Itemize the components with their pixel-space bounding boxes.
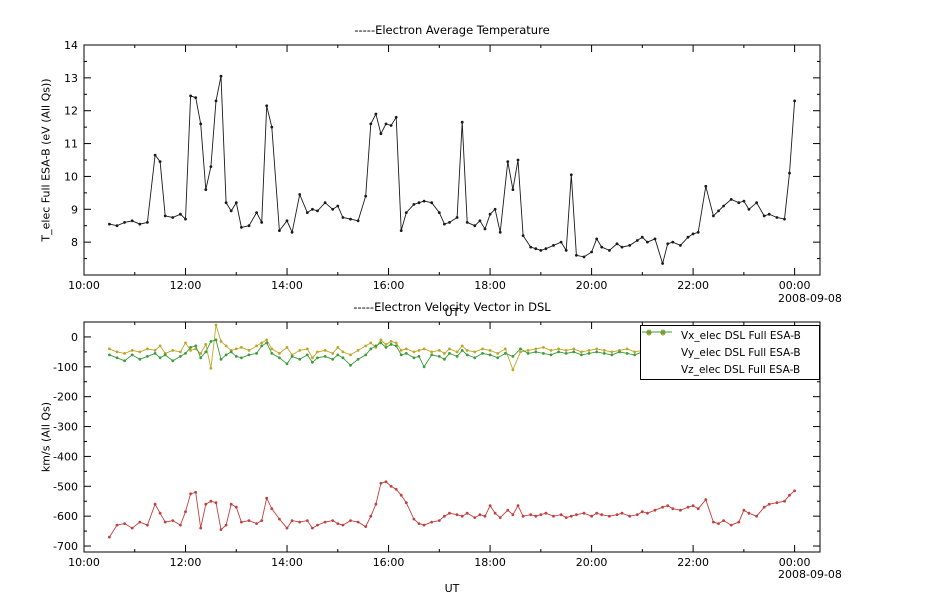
y-tick-label: -100 <box>53 361 78 374</box>
y-tick-label: 8 <box>71 236 78 249</box>
chart-electron-velocity: 10:00 12:00 14:00 16:00 18:00 20:00 22:00 00:00… <box>53 321 821 569</box>
svg-text:×: × <box>646 328 653 337</box>
svg-text:×: × <box>660 328 667 337</box>
bottom-chart-title: -----Electron Velocity Vector in DSL <box>353 300 551 314</box>
bottom-chart-date-annotation: 2008-09-08 <box>778 568 842 581</box>
x-tick-label: 16:00 <box>373 556 405 569</box>
x-tick-label: 20:00 <box>576 279 608 292</box>
x-tick-label: 18:00 <box>474 279 506 292</box>
y-tick-label: 12 <box>64 105 78 118</box>
x-tick-label: 12:00 <box>170 279 202 292</box>
y-tick-label: -400 <box>53 450 78 463</box>
chart-electron-temperature: 10:00 12:00 14:00 16:00 18:00 20:00 22:00 00:00… <box>64 39 821 292</box>
x-tick-label: 14:00 <box>271 279 303 292</box>
y-tick-label: -500 <box>53 480 78 493</box>
y-tick-label: 10 <box>64 170 78 183</box>
plot-frame <box>83 44 821 276</box>
series-markers-vx <box>108 480 796 539</box>
y-tick-label: -600 <box>53 510 78 523</box>
y-tick-label: 14 <box>64 39 78 52</box>
top-chart-date-annotation: 2008-09-08 <box>778 292 842 305</box>
y-tick-label: 9 <box>71 203 78 216</box>
series-line-t <box>109 76 796 266</box>
y-tick-label: 0 <box>71 331 78 344</box>
bottom-chart-ylabel: km/s (All Qs) <box>39 401 53 473</box>
velocity-legend: ** Vx_elec DSL Full ESA-B ◆◆ Vy_elec DSL… <box>640 325 820 380</box>
y-tick-label: 13 <box>64 72 78 85</box>
legend-sample-vz-icon: × × <box>642 328 677 376</box>
x-tick-label: 14:00 <box>271 556 303 569</box>
legend-entry-vz: × × Vz_elec DSL Full ESA-B <box>642 328 815 378</box>
x-tick-label: 18:00 <box>474 556 506 569</box>
x-tick-label: 12:00 <box>170 556 202 569</box>
y-tick-label: -700 <box>53 540 78 553</box>
top-chart-ylabel: T_elec Full ESA-B (eV (All Qs)) <box>39 78 53 242</box>
legend-label-vz: Vz_elec DSL Full ESA-B <box>681 363 801 376</box>
legend-sample-vy-icon: ◆◆ <box>642 328 677 359</box>
x-tick-label: 22:00 <box>677 279 709 292</box>
top-chart-title: -----Electron Average Temperature <box>354 23 550 37</box>
plot-frame <box>83 321 821 553</box>
series-line-vx <box>109 481 795 538</box>
x-tick-label: 20:00 <box>576 556 608 569</box>
bottom-chart-xlabel: UT <box>444 582 460 595</box>
y-tick-label: 11 <box>64 138 78 151</box>
x-tick-label: 00:00 <box>779 279 811 292</box>
x-tick-label: 00:00 <box>779 556 811 569</box>
x-tick-label: 10:00 <box>68 556 100 569</box>
top-chart-xlabel: UT <box>444 306 460 319</box>
x-tick-label: 10:00 <box>68 279 100 292</box>
x-tick-label: 16:00 <box>373 279 405 292</box>
x-tick-label: 22:00 <box>677 556 709 569</box>
y-tick-label: -300 <box>53 421 78 434</box>
legend-label-vx: Vx_elec DSL Full ESA-B <box>681 329 801 342</box>
y-tick-label: -200 <box>53 391 78 404</box>
legend-label-vy: Vy_elec DSL Full ESA-B <box>681 346 801 359</box>
series-markers-t <box>108 74 796 265</box>
legend-entry-vy: ◆◆ Vy_elec DSL Full ESA-B <box>642 328 815 361</box>
